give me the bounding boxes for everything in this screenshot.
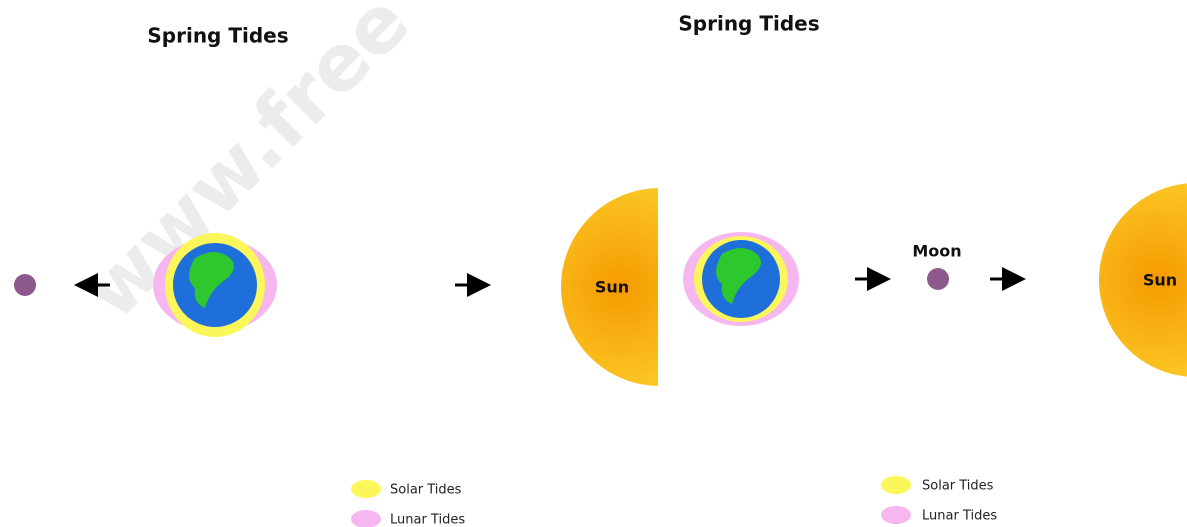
moon [14,274,36,296]
moon-label: Moon [912,242,961,261]
panel-title: Spring Tides [678,12,819,36]
page: www.free Spring Tides Sun Solar Tides Lu… [0,0,1187,527]
legend-swatch [881,476,911,494]
panel-title: Spring Tides [147,24,288,48]
legend-swatch [351,510,381,527]
legend-swatch [881,506,911,524]
legend-label: Lunar Tides [390,513,465,527]
sun-label: Sun [1143,271,1177,290]
legend-label: Solar Tides [922,479,994,494]
diagram: www.free Spring Tides Sun Solar Tides Lu… [0,0,1187,527]
sun-label: Sun [595,278,629,297]
legend-swatch [351,480,381,498]
legend-label: Solar Tides [390,483,462,498]
legend-label: Lunar Tides [922,509,997,524]
moon [927,268,949,290]
